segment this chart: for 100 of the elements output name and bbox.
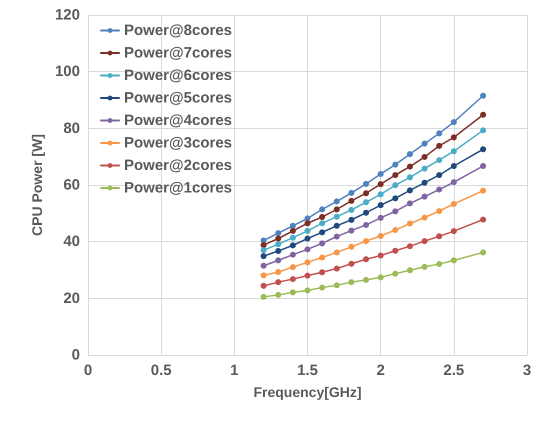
point [436,142,442,149]
point [422,264,428,270]
x-tick-label: 1.5 [297,362,318,379]
point [348,206,354,213]
point [363,199,370,206]
point [480,92,486,99]
point [450,257,457,264]
point [436,208,442,214]
point [334,266,340,272]
point [450,119,457,126]
point [436,233,442,240]
point [304,228,310,234]
point [319,220,326,226]
point [450,228,457,234]
point [480,249,486,256]
y-tick-label: 60 [63,176,80,194]
point [304,272,310,279]
point [363,222,370,228]
point [319,206,326,212]
point [406,187,413,194]
legend-label: Power@3cores [124,134,232,152]
point [422,180,428,186]
y-tick-label: 100 [54,63,80,80]
point [406,151,413,158]
point [480,188,486,194]
y-tick-label: 120 [54,6,80,24]
point [334,282,340,288]
point [406,267,413,274]
x-axis-title: Frequency[GHz] [253,384,362,400]
point [260,272,267,278]
point [422,214,428,221]
point [363,210,370,216]
point [348,216,354,223]
x-tick-label: 1 [230,362,239,379]
point [275,236,282,242]
point [275,292,282,298]
point [275,268,282,275]
point [363,256,370,262]
point [260,294,267,300]
point [290,276,296,282]
point [450,200,457,207]
y-tick-label: 80 [63,120,80,137]
point [275,241,282,248]
point [378,170,384,177]
x-tick-label: 0 [84,362,92,379]
point [436,172,442,178]
point [378,202,384,208]
point [290,242,296,248]
point [260,262,267,269]
x-tick-label: 2.5 [443,362,464,379]
point [363,180,370,187]
legend-label: Power@6cores [124,67,232,84]
point [348,190,354,196]
point [304,259,310,266]
point [392,208,398,214]
point [348,260,354,267]
point [334,214,340,220]
legend-label: Power@4cores [124,112,232,129]
point [334,222,340,229]
y-tick-label: 20 [63,290,80,307]
point [406,243,413,250]
point [450,179,457,186]
point [304,287,310,294]
point [275,279,282,286]
point [436,157,442,164]
point [436,130,442,136]
point [480,216,486,223]
point [406,174,413,180]
point [304,246,310,252]
point [392,162,398,168]
point [422,194,428,200]
legend-label: Power@8cores [124,22,232,39]
point [304,236,310,242]
point [450,148,457,154]
point [304,220,310,226]
point [334,206,340,212]
point [304,215,310,222]
point [378,214,384,221]
y-tick-label: 40 [63,233,80,250]
point [392,248,398,254]
point [363,238,370,244]
point [348,244,354,250]
legend-label: Power@7cores [124,44,232,62]
point [290,228,296,234]
x-tick-label: 3 [522,362,532,379]
point [275,248,282,254]
point [290,264,296,270]
point [348,198,354,204]
point [450,163,457,170]
point [378,181,384,188]
point [406,164,413,170]
point [392,195,398,202]
point [392,270,398,277]
point [436,261,442,268]
x-tick-label: 0.5 [150,362,172,379]
point [363,190,370,196]
point [290,222,296,229]
point [436,186,442,193]
point [392,172,398,178]
point [392,227,398,234]
